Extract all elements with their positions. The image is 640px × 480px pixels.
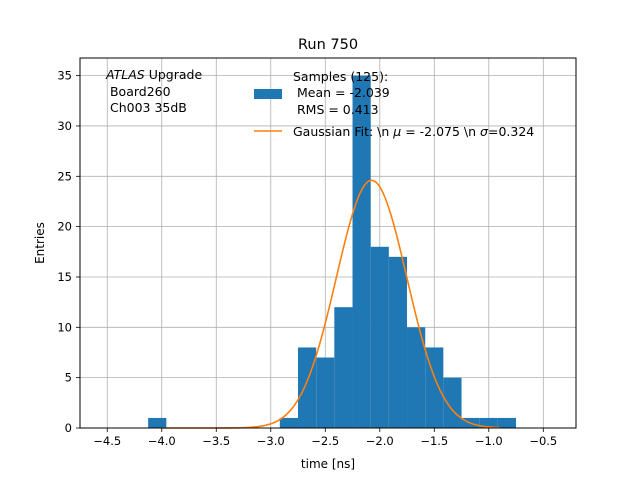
channel-label: Ch003 35dB xyxy=(106,100,187,115)
histogram-bar-13 xyxy=(497,417,517,428)
legend-histogram-swatch xyxy=(254,89,282,99)
x-tick-label-7: −1.0 xyxy=(475,434,503,448)
y-tick-label-7: 35 xyxy=(57,69,72,83)
legend-samples-rms: RMS = 0.413 xyxy=(293,102,379,117)
x-tick-label-8: −0.5 xyxy=(529,434,557,448)
histogram-bar-0 xyxy=(148,417,167,428)
histogram-bar-4 xyxy=(334,307,353,428)
chart-title: Run 750 xyxy=(298,37,358,53)
plot-frame xyxy=(79,57,577,429)
x-tick-label-0: −4.5 xyxy=(93,434,121,448)
x-tick-label-5: −2.0 xyxy=(366,434,394,448)
board-label: Board260 xyxy=(106,84,171,99)
y-axis-ticks: 0 5 10 15 20 25 30 35 xyxy=(57,69,80,435)
legend-fit-mu-value: = -2.075 \n xyxy=(401,124,480,139)
atlas-label: ATLAS xyxy=(105,67,145,82)
x-tick-label-2: −3.5 xyxy=(202,434,230,448)
x-tick-label-3: −3.0 xyxy=(257,434,285,448)
y-axis-label: Entries xyxy=(33,222,47,264)
histogram-bars xyxy=(148,75,517,428)
atlas-annotation-line-1: ATLAS Upgrade xyxy=(105,67,202,82)
x-tick-label-6: −1.5 xyxy=(420,434,448,448)
legend-fit-prefix: Gaussian Fit: \n xyxy=(293,124,393,139)
legend-fit-mu-symbol: μ xyxy=(392,124,401,139)
x-tick-label-1: −4.0 xyxy=(148,434,176,448)
histogram-bar-9 xyxy=(425,347,444,428)
x-axis-ticks: −4.5 −4.0 −3.5 −3.0 −2.5 −2.0 −1.5 −1.0 −0.5 xyxy=(93,428,557,448)
y-tick-label-0: 0 xyxy=(65,421,72,435)
histogram-bar-2 xyxy=(298,347,317,428)
legend-fit-label: Gaussian Fit: \n μ = -2.075 \n σ=0.324 xyxy=(293,124,534,139)
legend-samples-count: Samples (125): xyxy=(293,69,388,84)
histogram-bar-10 xyxy=(443,377,462,428)
histogram-bar-12 xyxy=(479,417,498,428)
upgrade-label: Upgrade xyxy=(145,67,203,82)
atlas-annotation: ATLAS Upgrade Board260 Ch003 35dB xyxy=(105,67,202,115)
histogram-bar-3 xyxy=(316,357,335,428)
x-axis-label: time [ns] xyxy=(301,457,355,471)
y-tick-label-5: 25 xyxy=(57,169,72,183)
y-tick-label-3: 15 xyxy=(57,270,72,284)
legend-fit-sigma-value: =0.324 xyxy=(488,124,534,139)
legend-samples-mean: Mean = -2.039 xyxy=(293,85,390,100)
histogram-bar-1 xyxy=(279,417,299,428)
y-tick-label-2: 10 xyxy=(57,320,72,334)
x-tick-label-4: −2.5 xyxy=(311,434,339,448)
legend: Samples (125): Mean = -2.039 RMS = 0.413… xyxy=(254,69,534,139)
y-tick-label-4: 20 xyxy=(57,220,72,234)
histogram-bar-6 xyxy=(370,246,389,428)
legend-fit-sigma-symbol: σ xyxy=(480,124,489,139)
histogram-bar-8 xyxy=(407,327,426,428)
y-tick-label-1: 5 xyxy=(65,371,72,385)
histogram-bar-5 xyxy=(352,75,371,428)
histogram-bar-7 xyxy=(388,256,408,428)
y-tick-label-6: 30 xyxy=(57,119,72,133)
